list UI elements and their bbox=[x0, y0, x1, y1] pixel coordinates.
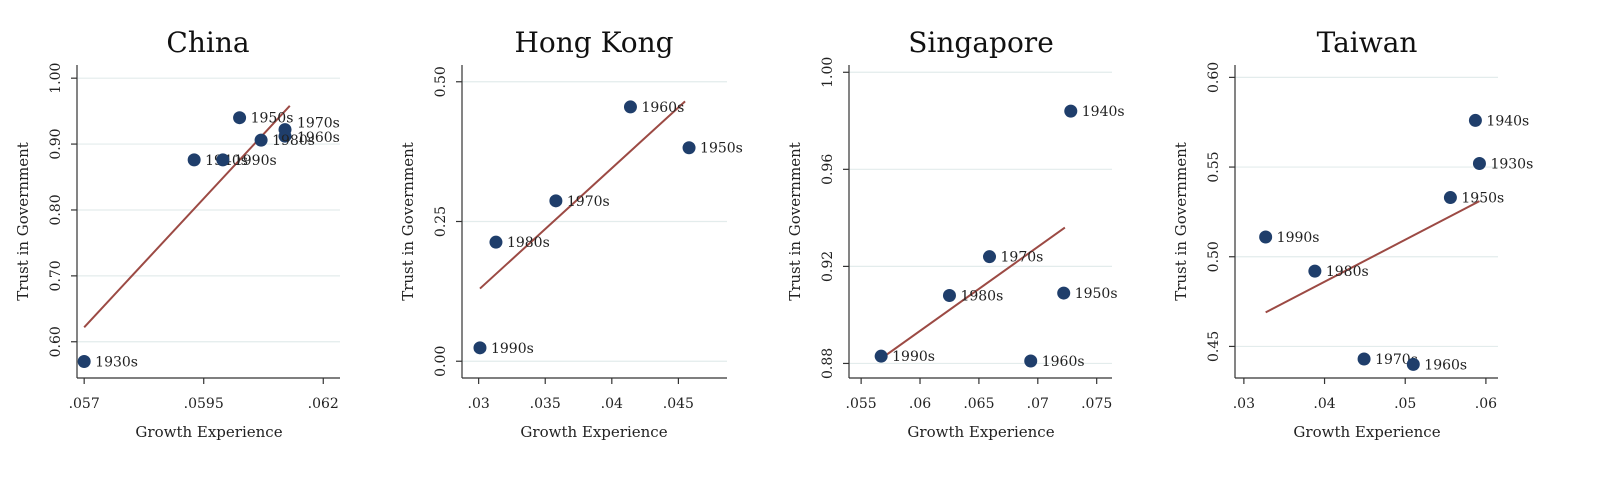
chart-title: Taiwan bbox=[1317, 26, 1418, 59]
x-tick-label: .035 bbox=[530, 396, 561, 412]
chart-title: Singapore bbox=[908, 26, 1054, 59]
point-label-1980s: 1980s bbox=[272, 133, 315, 149]
data-point-1960s bbox=[623, 100, 637, 114]
x-tick-label: .045 bbox=[663, 396, 694, 412]
y-tick-label: 0.55 bbox=[1206, 151, 1222, 182]
y-axis-label: Trust in Government bbox=[14, 142, 32, 301]
point-label-1980s: 1980s bbox=[507, 235, 550, 251]
y-tick-label: 0.25 bbox=[433, 206, 449, 237]
y-tick-label: 0.50 bbox=[433, 66, 449, 97]
y-axis-label: Trust in Government bbox=[1172, 142, 1190, 301]
point-label-1970s: 1970s bbox=[1001, 250, 1044, 266]
x-axis-label: Growth Experience bbox=[135, 423, 282, 441]
data-point-1940s bbox=[1468, 113, 1482, 127]
y-axis-label: Trust in Government bbox=[399, 142, 417, 301]
data-point-1940s bbox=[187, 153, 201, 167]
chart-title: Hong Kong bbox=[514, 26, 673, 59]
chart-panel-singapore: 0.88 0.92 0.96 1.00 .055 .06 .065 .07 .075 Singap… bbox=[786, 26, 1125, 441]
point-label-1950s: 1950s bbox=[700, 141, 743, 157]
point-label-1950s: 1950s bbox=[251, 111, 294, 127]
data-point-1980s bbox=[1308, 264, 1322, 278]
data-point-1980s bbox=[942, 289, 956, 303]
point-label-1970s: 1970s bbox=[297, 116, 340, 132]
point-label-1980s: 1980s bbox=[960, 289, 1003, 305]
data-point-1950s bbox=[1057, 286, 1071, 300]
y-tick-label: 0.50 bbox=[1206, 241, 1222, 272]
data-point-1930s bbox=[1472, 156, 1486, 170]
point-label-1960s: 1960s bbox=[641, 100, 684, 116]
data-point-1970s bbox=[278, 123, 292, 137]
x-tick-label: .04 bbox=[601, 396, 623, 412]
data-point-1970s bbox=[983, 250, 997, 264]
x-tick-label: .05 bbox=[1394, 396, 1416, 412]
x-tick-label: .062 bbox=[308, 396, 339, 412]
x-tick-label: .057 bbox=[69, 396, 100, 412]
y-axis-label: Trust in Government bbox=[786, 142, 804, 301]
chart-panel-taiwan: 0.45 0.50 0.55 0.60 .03 .04 .05 .06 Taiwan Growth… bbox=[1172, 26, 1533, 441]
x-axis-label: Growth Experience bbox=[520, 423, 667, 441]
point-label-1950s: 1950s bbox=[1075, 286, 1118, 302]
point-label-1970s: 1970s bbox=[567, 194, 610, 210]
data-point-1980s bbox=[489, 235, 503, 249]
y-tick-label: 0.92 bbox=[820, 251, 836, 282]
point-label-1960s: 1960s bbox=[1424, 357, 1467, 373]
y-tick-label: 0.60 bbox=[48, 326, 64, 357]
x-tick-label: .06 bbox=[1475, 396, 1497, 412]
fit-line bbox=[880, 226, 1066, 360]
data-point-1980s bbox=[254, 133, 268, 147]
y-tick-label: 1.00 bbox=[48, 63, 64, 94]
x-tick-label: .07 bbox=[1027, 396, 1049, 412]
x-tick-label: .055 bbox=[846, 396, 877, 412]
point-label-1960s: 1960s bbox=[297, 130, 340, 146]
chart-title: China bbox=[166, 26, 249, 59]
x-tick-label: .03 bbox=[1233, 396, 1255, 412]
data-point-1970s bbox=[549, 194, 563, 208]
data-point-1990s bbox=[216, 153, 230, 167]
point-label-1940s: 1940s bbox=[1486, 113, 1529, 129]
x-axis-label: Growth Experience bbox=[907, 423, 1054, 441]
y-tick-label: 0.88 bbox=[820, 348, 836, 379]
data-point-1990s bbox=[1259, 230, 1273, 244]
x-tick-label: .0595 bbox=[184, 396, 224, 412]
data-point-1970s bbox=[1357, 352, 1371, 366]
y-tick-label: 0.90 bbox=[48, 128, 64, 159]
fit-line bbox=[479, 100, 686, 290]
y-tick-label: 1.00 bbox=[820, 57, 836, 88]
chart-panel-china: 0.60 0.70 0.80 0.90 1.00 .057 .0595 .062 China Gr… bbox=[14, 26, 340, 441]
data-point-1940s bbox=[1064, 104, 1078, 118]
y-tick-label: 0.45 bbox=[1206, 331, 1222, 362]
point-label-1960s: 1960s bbox=[1042, 354, 1085, 370]
point-label-1930s: 1930s bbox=[1490, 156, 1533, 172]
x-axis-label: Growth Experience bbox=[1293, 423, 1440, 441]
data-point-1990s bbox=[473, 341, 487, 355]
x-tick-label: .075 bbox=[1081, 396, 1112, 412]
x-tick-label: .04 bbox=[1313, 396, 1335, 412]
point-label-1980s: 1980s bbox=[1326, 264, 1369, 280]
y-tick-label: 0.00 bbox=[433, 346, 449, 377]
y-tick-label: 0.70 bbox=[48, 260, 64, 291]
data-point-1930s bbox=[77, 355, 91, 369]
chart-panel-hong-kong: 0.00 0.25 0.50 .03 .035 .04 .045 Hong Kong Growt… bbox=[399, 26, 743, 441]
point-label-1990s: 1990s bbox=[491, 341, 534, 357]
data-point-1950s bbox=[682, 141, 696, 155]
fit-line bbox=[1265, 200, 1480, 314]
data-point-1960s bbox=[1406, 357, 1420, 371]
point-label-1930s: 1930s bbox=[95, 355, 138, 371]
point-label-1950s: 1950s bbox=[1461, 191, 1504, 207]
data-point-1990s bbox=[874, 349, 888, 363]
x-tick-label: .06 bbox=[909, 396, 931, 412]
data-point-1950s bbox=[1443, 191, 1457, 205]
point-label-1990s: 1990s bbox=[234, 153, 277, 169]
point-label-1940s: 1940s bbox=[1082, 104, 1125, 120]
data-point-1950s bbox=[233, 111, 247, 125]
y-tick-label: 0.60 bbox=[1206, 62, 1222, 93]
data-point-1960s bbox=[1024, 354, 1038, 368]
y-tick-label: 0.96 bbox=[820, 154, 836, 185]
y-tick-label: 0.80 bbox=[48, 194, 64, 225]
point-label-1990s: 1990s bbox=[892, 349, 935, 365]
x-tick-label: .065 bbox=[963, 396, 994, 412]
point-label-1990s: 1990s bbox=[1277, 230, 1320, 246]
x-tick-label: .03 bbox=[468, 396, 490, 412]
